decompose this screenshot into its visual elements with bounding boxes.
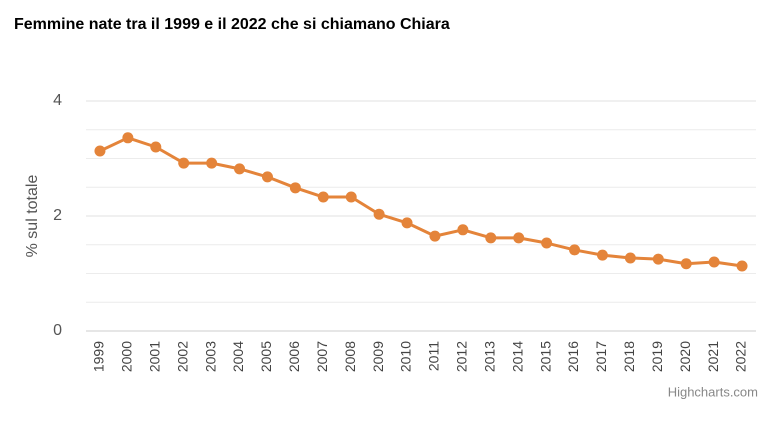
point bbox=[485, 232, 497, 244]
point bbox=[345, 191, 357, 203]
x-tick-label: 1999 bbox=[91, 341, 107, 372]
point bbox=[94, 145, 106, 157]
x-tick-label: 2000 bbox=[119, 341, 135, 372]
point bbox=[680, 258, 692, 270]
x-tick-label: 2015 bbox=[537, 341, 553, 372]
chart-title: Femmine nate tra il 1999 e il 2022 che s… bbox=[14, 16, 450, 33]
line bbox=[99, 136, 743, 268]
point bbox=[429, 230, 441, 242]
point bbox=[541, 237, 553, 249]
point bbox=[373, 208, 385, 220]
point bbox=[206, 157, 218, 169]
point bbox=[708, 256, 720, 268]
point bbox=[513, 232, 525, 244]
x-tick-label: 2016 bbox=[565, 341, 581, 372]
y-tick-label: 0 bbox=[53, 322, 62, 339]
point bbox=[122, 132, 134, 144]
point bbox=[736, 260, 748, 272]
point bbox=[150, 141, 162, 153]
point bbox=[457, 224, 469, 236]
x-tick-label: 2003 bbox=[202, 341, 218, 372]
point bbox=[569, 244, 581, 256]
x-tick-label: 2001 bbox=[146, 341, 162, 372]
point bbox=[289, 182, 301, 194]
point bbox=[401, 217, 413, 229]
x-tick-label: 2008 bbox=[342, 341, 358, 372]
point bbox=[234, 163, 246, 175]
y-tick-label: 4 bbox=[53, 92, 62, 109]
x-tick-label: 2020 bbox=[677, 341, 693, 372]
x-tick-label: 2012 bbox=[454, 341, 470, 372]
point bbox=[652, 253, 664, 265]
x-tick-label: 2009 bbox=[370, 341, 386, 372]
x-tick-label: 2011 bbox=[426, 341, 442, 371]
x-tick-label: 2002 bbox=[174, 341, 190, 372]
x-tick-label: 2005 bbox=[258, 341, 274, 372]
x-tick-label: 2014 bbox=[509, 341, 525, 372]
point bbox=[178, 157, 190, 169]
y-axis-label: % sul totale bbox=[24, 175, 41, 258]
credits: Highcharts.com bbox=[668, 384, 758, 399]
x-tick-label: 2013 bbox=[481, 341, 497, 372]
x-tick-label: 2019 bbox=[649, 341, 665, 372]
point bbox=[624, 252, 636, 264]
x-tick-label: 2017 bbox=[593, 341, 609, 372]
x-tick-label: 2021 bbox=[705, 341, 721, 372]
x-tick-label: 2018 bbox=[621, 341, 637, 372]
x-tick-label: 2004 bbox=[230, 341, 246, 372]
point bbox=[317, 191, 329, 203]
x-tick-label: 2007 bbox=[314, 341, 330, 372]
y-tick-label: 2 bbox=[53, 207, 62, 224]
x-tick-label: 2010 bbox=[398, 341, 414, 372]
x-tick-label: 2022 bbox=[733, 341, 749, 372]
x-tick-label: 2006 bbox=[286, 341, 302, 372]
point bbox=[596, 249, 608, 261]
point bbox=[261, 171, 273, 183]
